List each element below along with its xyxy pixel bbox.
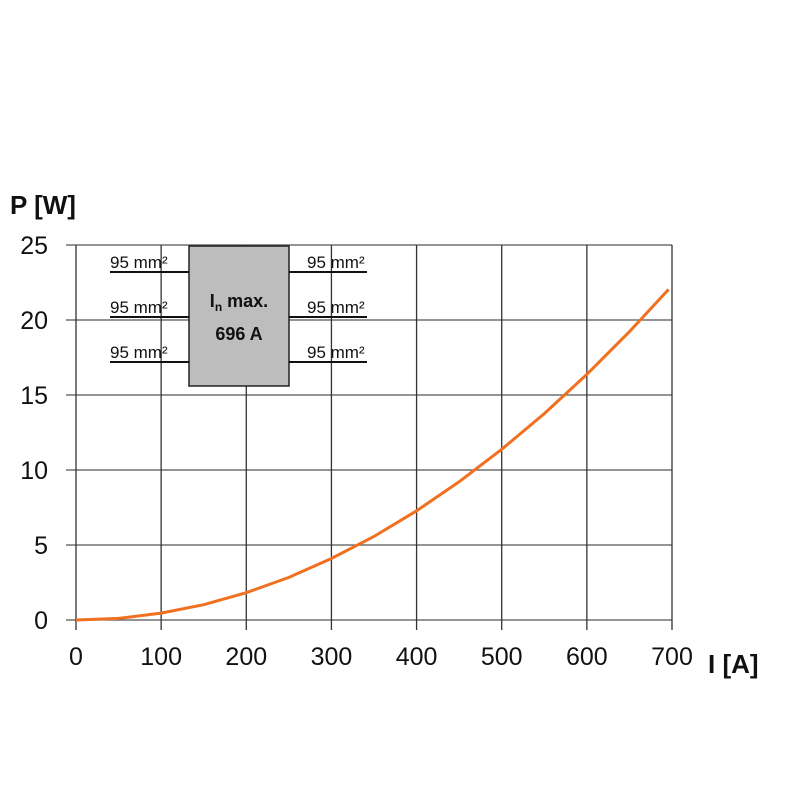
x-tick-label: 100 — [140, 643, 182, 671]
x-axis-label: I [A] — [708, 649, 759, 679]
x-tick-label: 600 — [566, 643, 608, 671]
left-wire-label: 95 mm² — [110, 253, 168, 272]
x-tick-label: 0 — [69, 643, 83, 671]
y-tick-label: 25 — [20, 232, 48, 260]
right-wire-label: 95 mm² — [307, 253, 365, 272]
x-tick-label: 700 — [651, 643, 693, 671]
x-tick-label: 400 — [396, 643, 438, 671]
grid-lines — [66, 244, 673, 630]
y-tick-label: 5 — [34, 532, 48, 560]
left-wire-label: 95 mm² — [110, 298, 168, 317]
right-wire-label: 95 mm² — [307, 298, 365, 317]
right-wire-label: 95 mm² — [307, 343, 365, 362]
y-tick-label: 20 — [20, 307, 48, 335]
y-tick-label: 15 — [20, 382, 48, 410]
power-curve — [75, 288, 670, 622]
x-tick-label: 500 — [481, 643, 523, 671]
y-axis-ticks: 0 5 10 15 20 25 — [20, 232, 48, 635]
rating-label: In max. — [210, 291, 268, 314]
y-tick-label: 0 — [34, 607, 48, 635]
x-tick-label: 300 — [311, 643, 353, 671]
rating-annotation: 95 mm² 95 mm² 95 mm² 95 mm² 95 mm² 95 mm² In m… — [110, 245, 367, 387]
x-tick-label: 200 — [225, 643, 267, 671]
y-axis-label: P [W] — [10, 190, 76, 220]
rating-box — [188, 245, 290, 387]
y-tick-label: 10 — [20, 457, 48, 485]
rating-value: 696 A — [215, 324, 262, 344]
x-axis-ticks: 0 100 200 300 400 500 600 700 — [69, 643, 693, 671]
left-wire-label: 95 mm² — [110, 343, 168, 362]
